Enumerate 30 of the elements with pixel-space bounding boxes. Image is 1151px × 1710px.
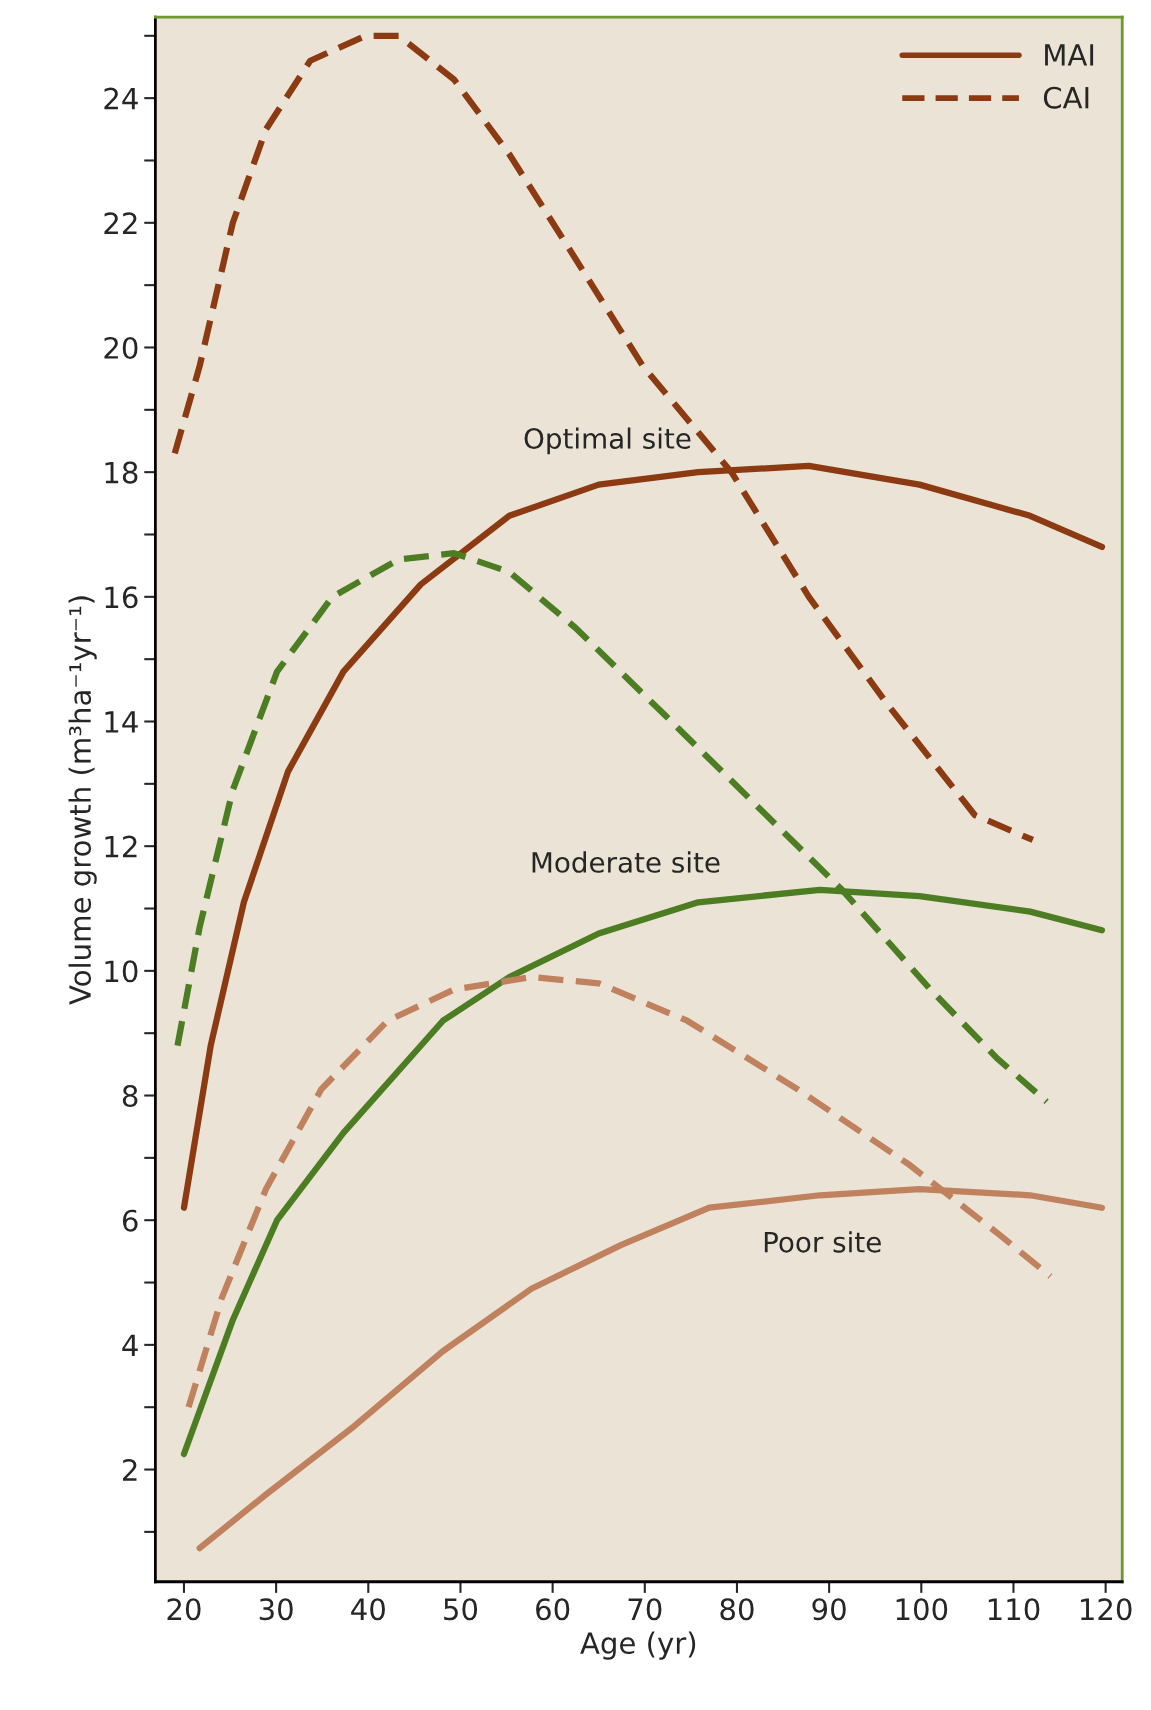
x-tick-label: 110: [988, 1598, 1040, 1621]
x-axis-title: Age (yr): [580, 1631, 696, 1660]
y-tick-label: 22: [104, 212, 137, 234]
y-tick-label: 10: [105, 960, 138, 983]
y-tick-label: 18: [105, 461, 138, 484]
y-tick-label: 8: [122, 1084, 138, 1108]
x-tick-label: 70: [628, 1598, 662, 1621]
x-tick-label: 90: [812, 1598, 846, 1621]
annotation: Optimal site: [524, 427, 691, 455]
x-tick-label: 50: [444, 1598, 478, 1621]
y-tick-label: 2: [122, 1458, 137, 1481]
x-tick-label: 100: [896, 1598, 948, 1621]
y-tick-label: 16: [105, 586, 138, 609]
x-tick-label: 20: [167, 1598, 201, 1621]
y-tick-label: 6: [122, 1209, 138, 1232]
y-axis-title: Volume growth (m³ha⁻¹yr⁻¹): [68, 596, 97, 1005]
x-tick-label: 120: [1081, 1598, 1132, 1621]
x-tick-label: 80: [720, 1598, 754, 1621]
y-tick-label: 12: [105, 835, 137, 858]
x-tick-label: 40: [351, 1598, 385, 1621]
annotation: Moderate site: [532, 851, 720, 873]
y-tick-label: 4: [122, 1334, 138, 1356]
legend-label: MAI: [1045, 44, 1094, 66]
x-tick-label: 60: [536, 1598, 570, 1621]
x-tick-label: 30: [259, 1598, 293, 1621]
y-tick-label: 20: [104, 336, 138, 359]
annotation: Poor site: [764, 1231, 881, 1253]
legend-label: CAI: [1043, 86, 1089, 109]
y-tick-label: 24: [104, 87, 138, 110]
y-tick-label: 14: [105, 711, 138, 733]
